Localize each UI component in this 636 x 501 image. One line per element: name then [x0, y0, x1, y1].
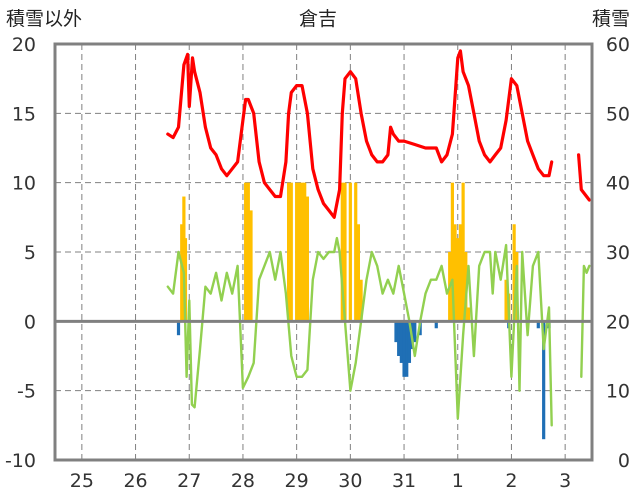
bar [434, 321, 438, 329]
x-tick-label: 2 [505, 470, 517, 492]
bar [244, 182, 248, 322]
other_line-line [166, 236, 553, 427]
bar [182, 196, 186, 322]
line-series [166, 49, 591, 427]
right-tick-label: 50 [606, 103, 630, 125]
x-axis-ticks: 25 26 27 28 29 30 31 1 2 3 [70, 470, 571, 492]
left-tick-label: 20 [12, 34, 36, 56]
chart-title: 倉吉 [299, 8, 337, 30]
x-tick-label: 30 [338, 470, 362, 492]
bar [536, 321, 540, 329]
x-tick-label: 27 [177, 470, 201, 492]
x-tick-label: 31 [392, 470, 416, 492]
bar [399, 321, 403, 363]
left-tick-label: 10 [12, 173, 36, 195]
bar [289, 182, 293, 322]
plot-frame [53, 42, 594, 462]
bar [303, 182, 307, 322]
x-tick-label: 29 [285, 470, 309, 492]
x-tick-label: 25 [70, 470, 94, 492]
bar-series [176, 182, 551, 440]
bar [340, 182, 344, 322]
bar [297, 182, 301, 322]
right-tick-label: 40 [606, 173, 630, 195]
bar [453, 224, 457, 322]
bar [413, 321, 417, 343]
bar [405, 321, 409, 377]
bar [246, 182, 250, 322]
bar [458, 224, 463, 322]
bar [356, 224, 361, 322]
bar [512, 224, 516, 322]
right-axis-label: 積雪 [592, 8, 630, 30]
bar [180, 224, 184, 322]
right-tick-label: 60 [606, 34, 630, 56]
bar [305, 196, 309, 322]
left-tick-label: 15 [12, 103, 36, 125]
right-axis-ticks: 60 50 40 30 20 10 0 [606, 34, 630, 472]
bar [394, 321, 398, 343]
plot-border [53, 42, 594, 462]
x-tick-label: 1 [452, 470, 464, 492]
snow_depth-line [577, 153, 591, 202]
bar [466, 307, 471, 322]
bar [295, 182, 299, 322]
bar [402, 321, 406, 377]
left-tick-label: 5 [24, 242, 36, 264]
left-tick-label: -10 [5, 450, 36, 472]
left-axis-label: 積雪以外 [6, 8, 82, 30]
bar [504, 279, 508, 322]
bar [249, 210, 253, 322]
bar [542, 321, 546, 440]
left-axis-ticks: 20 15 10 5 0 -5 -10 [5, 34, 36, 472]
bar [354, 182, 358, 322]
right-tick-label: 30 [606, 242, 630, 264]
bar [286, 182, 291, 322]
bar [450, 182, 454, 322]
bar [407, 321, 412, 363]
bar [456, 238, 460, 322]
x-tick-label: 26 [123, 470, 147, 492]
bar [343, 182, 347, 322]
bar [183, 238, 188, 322]
bar [300, 182, 304, 322]
left-tick-label: -5 [17, 381, 36, 403]
x-tick-label: 28 [231, 470, 255, 492]
snow_depth-line [166, 49, 554, 219]
x-tick-label: 3 [559, 470, 571, 492]
bar [359, 279, 363, 322]
grid-lines [55, 44, 592, 460]
right-tick-label: 0 [618, 450, 630, 472]
bar [461, 182, 465, 322]
bar [397, 321, 401, 356]
right-tick-label: 10 [606, 381, 630, 403]
left-tick-label: 0 [24, 311, 36, 333]
bar [348, 182, 352, 322]
right-tick-label: 20 [606, 311, 630, 333]
bar [176, 321, 181, 336]
